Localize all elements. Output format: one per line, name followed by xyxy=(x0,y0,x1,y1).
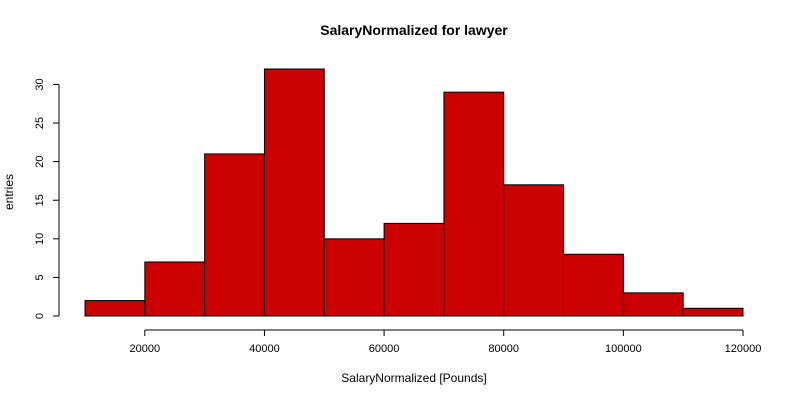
histogram-bar xyxy=(144,261,206,317)
histogram-bar xyxy=(682,307,744,317)
histogram-bar xyxy=(383,222,445,317)
x-axis-label: SalaryNormalized [Pounds] xyxy=(341,371,486,385)
histogram-bar xyxy=(503,184,565,317)
histogram-bar xyxy=(622,292,684,317)
y-tick-label: 20 xyxy=(34,156,46,168)
y-tick-label: 0 xyxy=(34,313,46,319)
histogram-bar xyxy=(443,91,505,317)
y-axis: 0 5 10 15 20 25 30 xyxy=(34,78,60,319)
histogram-bar xyxy=(204,153,265,317)
x-tick-label: 80000 xyxy=(488,343,519,355)
histogram-bar xyxy=(563,253,624,317)
x-tick-label: 60000 xyxy=(369,343,400,355)
x-axis: 20000 40000 60000 80000 100000 120000 xyxy=(130,329,762,355)
y-tick-label: 25 xyxy=(34,117,46,129)
y-tick-label: 10 xyxy=(34,233,46,245)
chart-title: SalaryNormalized for lawyer xyxy=(320,22,508,38)
x-tick-label: 40000 xyxy=(249,343,280,355)
x-tick-label: 100000 xyxy=(605,343,642,355)
x-tick-label: 20000 xyxy=(130,343,161,355)
y-tick-label: 15 xyxy=(34,194,46,206)
y-tick-label: 30 xyxy=(34,78,46,90)
histogram-bar xyxy=(323,238,385,317)
y-axis-label: entries xyxy=(2,174,16,210)
y-tick-label: 5 xyxy=(34,274,46,280)
bars-group xyxy=(84,68,744,317)
histogram-bar xyxy=(263,68,325,317)
x-tick-label: 120000 xyxy=(725,343,762,355)
histogram-bar xyxy=(84,300,146,317)
